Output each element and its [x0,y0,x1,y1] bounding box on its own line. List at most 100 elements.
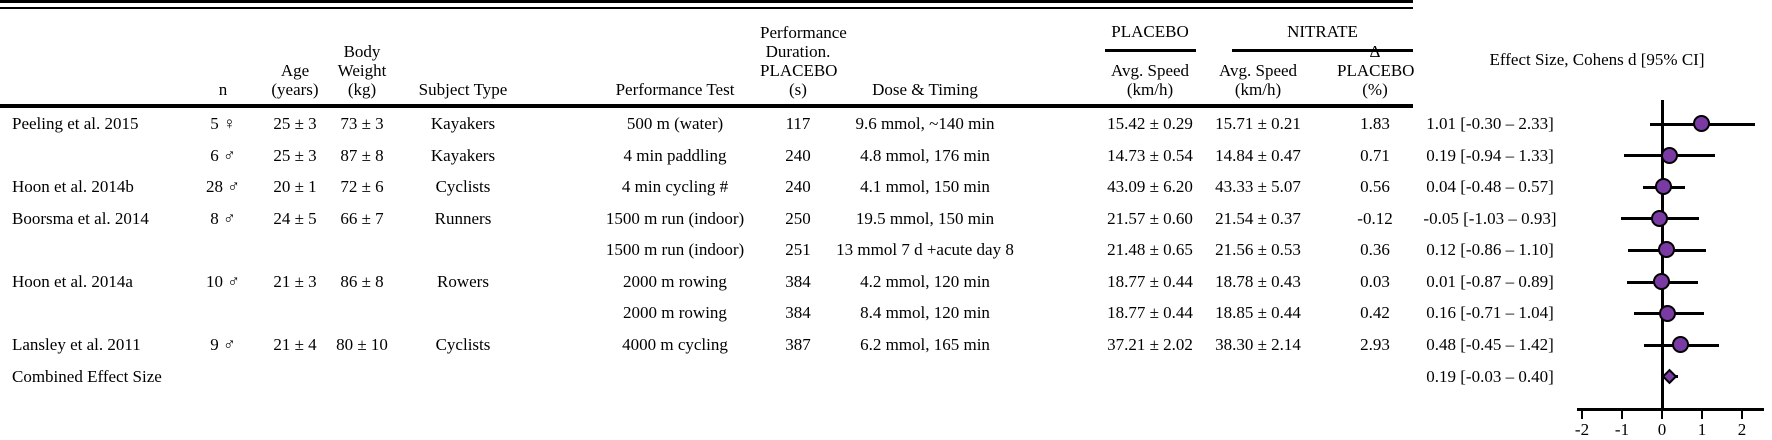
subject-type-value: Rowers [437,272,489,291]
dose-timing-value: 4.1 mmol, 150 min [860,177,990,196]
duration-value: 251 [785,240,811,259]
effect-size-value: 0.19 [-0.03 – 0.40] [1426,367,1554,386]
age-value: 21 ± 3 [273,272,317,291]
column-header-nitrate-avg-speed: Avg. Speed (km/h) [1218,61,1298,99]
dose-timing-value: 8.4 mmol, 120 min [860,303,990,322]
weight-value: 72 ± 6 [340,177,384,196]
column-header-placebo-avg-speed: Avg. Speed (km/h) [1110,61,1190,99]
placebo-speed-value: 14.73 ± 0.54 [1107,146,1193,165]
weight-value: 80 ± 10 [336,335,388,354]
table-top-rule-thin [0,7,1413,9]
table-row: 1500 m run (indoor) 251 13 mmol 7 d +acu… [0,237,1772,263]
dose-timing-value: 6.2 mmol, 165 min [860,335,990,354]
dose-timing-value: 4.8 mmol, 176 min [860,146,990,165]
study-label [12,300,212,326]
column-group-placebo: PLACEBO [1111,22,1189,41]
effect-size-point [1660,146,1678,164]
delta-placebo-value: 0.36 [1360,240,1390,259]
effect-size-value: 0.04 [-0.48 – 0.57] [1426,177,1554,196]
x-axis-tick [1740,409,1744,419]
effect-size-point [1659,304,1677,322]
effect-size-value: 0.12 [-0.86 – 1.10] [1426,240,1554,259]
nitrate-speed-value: 18.78 ± 0.43 [1215,272,1301,291]
nitrate-speed-value: 14.84 ± 0.47 [1215,146,1301,165]
x-axis-tick-label: -2 [1574,420,1590,439]
placebo-group-underline [1105,49,1196,52]
study-label: Hoon et al. 2014a [12,272,133,291]
placebo-speed-value: 37.21 ± 2.02 [1107,335,1193,354]
n-value: 6 ♂ [210,146,236,165]
effect-size-value: 0.19 [-0.94 – 1.33] [1426,146,1554,165]
effect-size-point [1693,115,1711,132]
x-axis-tick [1700,409,1704,419]
performance-test-value: 2000 m rowing [623,272,727,291]
weight-value: 87 ± 8 [340,146,384,165]
duration-value: 384 [785,272,811,291]
effect-size-point [1651,209,1668,227]
column-header-performance-duration: Performance Duration. PLACEBO (s) [760,23,847,99]
duration-value: 384 [785,303,811,322]
performance-test-value: 500 m (water) [626,114,724,133]
performance-test-value: 1500 m run (indoor) [605,240,745,259]
table-row: 6 ♂ 25 ± 3 87 ± 8 Kayakers 4 min paddlin… [0,143,1772,169]
performance-test-value: 4 min cycling # [621,177,729,196]
placebo-speed-value: 15.42 ± 0.29 [1107,114,1193,133]
dose-timing-value: 19.5 mmol, 150 min [855,209,995,228]
column-header-age: Age (years) [271,61,319,99]
nitrate-speed-value: 43.33 ± 5.07 [1215,177,1301,196]
effect-size-point [1657,241,1675,259]
column-header-delta-placebo: Δ PLACEBO (%) [1337,42,1415,99]
subject-type-value: Kayakers [430,114,496,133]
column-header-n: n [218,80,228,99]
dose-timing-value: 9.6 mmol, ~140 min [855,114,995,133]
nitrate-speed-value: 18.85 ± 0.44 [1215,303,1301,322]
dose-timing-value: 4.2 mmol, 120 min [860,272,990,291]
table-top-rule-thick [0,0,1413,3]
performance-test-value: 2000 m rowing [623,303,727,322]
age-value: 25 ± 3 [273,114,317,133]
duration-value: 250 [785,209,811,228]
effect-size-point [1672,336,1690,354]
delta-placebo-value: 0.03 [1360,272,1390,291]
effect-size-value: 0.01 [-0.87 – 0.89] [1426,272,1554,291]
table-row: Combined Effect Size 0.19 [-0.03 – 0.40] [0,364,1772,390]
weight-value: 73 ± 3 [340,114,384,133]
study-label [12,143,212,169]
delta-placebo-value: 0.71 [1360,146,1390,165]
performance-test-value: 1500 m run (indoor) [605,209,745,228]
duration-value: 240 [785,177,811,196]
effect-size-value: 0.16 [-0.71 – 1.04] [1426,303,1554,322]
study-label: Combined Effect Size [12,367,162,386]
effect-size-value: 0.48 [-0.45 – 1.42] [1426,335,1554,354]
study-label: Peeling et al. 2015 [12,114,139,133]
column-group-nitrate: NITRATE [1287,22,1358,41]
duration-value: 387 [785,335,811,354]
n-value: 9 ♂ [210,335,236,354]
effect-size-value: 1.01 [-0.30 – 2.33] [1426,114,1554,133]
effect-size-point [1653,273,1671,290]
placebo-speed-value: 21.57 ± 0.60 [1107,209,1193,228]
effect-size-value: -0.05 [-1.03 – 0.93] [1423,209,1557,228]
subject-type-value: Runners [434,209,492,228]
subject-type-value: Cyclists [435,335,491,354]
duration-value: 117 [785,114,811,133]
effect-size-point [1654,178,1672,196]
table-row: Hoon et al. 2014a 10 ♂ 21 ± 3 86 ± 8 Row… [0,269,1772,295]
delta-placebo-value: 2.93 [1360,335,1390,354]
subject-type-value: Cyclists [435,177,491,196]
column-header-subject-type: Subject Type [418,80,508,99]
age-value: 21 ± 4 [273,335,317,354]
duration-value: 240 [785,146,811,165]
x-axis-tick-label: 1 [1697,420,1707,439]
x-axis-tick-label: 2 [1737,420,1747,439]
placebo-speed-value: 21.48 ± 0.65 [1107,240,1193,259]
study-label [12,237,212,263]
column-header-dose-timing: Dose & Timing [872,80,978,99]
table-row: 2000 m rowing 384 8.4 mmol, 120 min 18.7… [0,300,1772,326]
x-axis-line [1577,408,1764,411]
x-axis-tick-label: -1 [1614,420,1630,439]
delta-placebo-value: 0.56 [1360,177,1390,196]
nitrate-group-underline [1232,49,1413,52]
nitrate-speed-value: 21.56 ± 0.53 [1215,240,1301,259]
